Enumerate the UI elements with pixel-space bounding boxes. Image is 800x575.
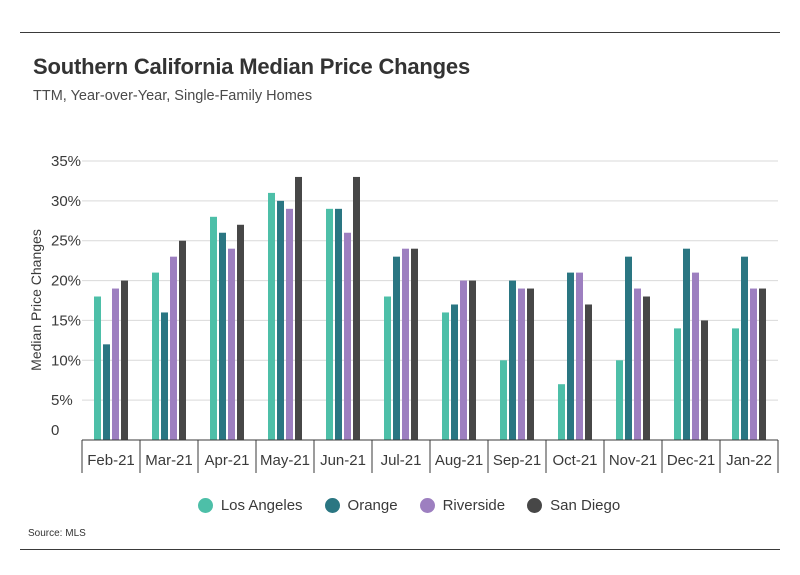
bar [518, 288, 525, 440]
legend-item: Riverside [419, 497, 506, 514]
y-tick-label: 5% [51, 392, 73, 409]
bar [295, 176, 302, 440]
x-tick-label: Jan-22 [726, 452, 772, 469]
bar [335, 208, 342, 440]
bar [460, 280, 467, 440]
bar [277, 200, 284, 440]
bar [469, 280, 476, 440]
x-tick-label: Apr-21 [204, 452, 249, 469]
legend-swatch [197, 498, 213, 513]
y-tick-label: 35% [51, 153, 81, 170]
bar [94, 296, 101, 440]
x-tick-label: Jul-21 [381, 452, 422, 469]
legend-swatch [324, 498, 340, 513]
bar [509, 280, 516, 440]
x-tick-label: Mar-21 [145, 452, 193, 469]
bar [558, 384, 565, 440]
bar [750, 288, 757, 440]
bar [384, 296, 391, 440]
source-note: Source: MLS [28, 528, 86, 539]
y-axis-label: Median Price Changes [28, 229, 44, 371]
y-tick-label: 15% [51, 312, 81, 329]
bar [286, 208, 293, 440]
bar [393, 256, 400, 440]
bar [344, 232, 351, 440]
chart-subtitle: TTM, Year-over-Year, Single-Family Homes [33, 88, 313, 104]
legend-label: Riverside [442, 497, 506, 514]
bar [219, 232, 226, 440]
legend-item: Los Angeles [197, 497, 303, 514]
legend-label: Orange [347, 497, 398, 514]
x-tick-label: Nov-21 [609, 452, 657, 469]
bar [567, 272, 574, 440]
x-tick-label: May-21 [260, 452, 310, 469]
bar [237, 224, 244, 440]
bar [527, 288, 534, 440]
bar [451, 304, 458, 440]
legend-item: San Diego [527, 497, 620, 514]
y-tick-label: 10% [51, 352, 81, 369]
bar [353, 176, 360, 440]
top-rule [20, 32, 780, 33]
bar [576, 272, 583, 440]
bar [179, 240, 186, 440]
x-tick-label: Oct-21 [552, 452, 597, 469]
bar [326, 208, 333, 440]
x-tick-label: Jun-21 [320, 452, 366, 469]
bottom-rule [20, 549, 780, 550]
bar [152, 272, 159, 440]
bar [268, 192, 275, 440]
bar [585, 304, 592, 440]
legend-label: Los Angeles [220, 497, 303, 514]
bar [210, 216, 217, 440]
bar [674, 328, 681, 440]
y-tick-label: 25% [51, 233, 81, 250]
bar [634, 288, 641, 440]
bar [732, 328, 739, 440]
x-tick-label: Feb-21 [87, 452, 135, 469]
bar [121, 280, 128, 440]
bar [741, 256, 748, 440]
bar [161, 312, 168, 440]
bar [103, 344, 110, 440]
y-tick-label: 30% [51, 193, 81, 210]
chart-title: Southern California Median Price Changes [33, 54, 470, 79]
bar [616, 360, 623, 440]
legend-label: San Diego [550, 497, 621, 514]
legend-swatch [527, 498, 543, 513]
bar [701, 320, 708, 440]
x-tick-label: Aug-21 [435, 452, 483, 469]
x-tick-label: Dec-21 [667, 452, 715, 469]
bar [170, 256, 177, 440]
y-tick-label: 20% [51, 273, 81, 290]
bar [643, 296, 650, 440]
bar [500, 360, 507, 440]
chart-legend: Los Angeles Orange Riverside San Diego [0, 497, 800, 514]
bar [442, 312, 449, 440]
legend-item: Orange [324, 497, 398, 514]
bar [759, 288, 766, 440]
bar [228, 248, 235, 440]
legend-swatch [419, 498, 435, 513]
x-tick-label: Sep-21 [493, 452, 541, 469]
y-tick-label: 0 [51, 422, 59, 439]
bar [402, 248, 409, 440]
bar [683, 248, 690, 440]
bar [112, 288, 119, 440]
bar [625, 256, 632, 440]
bar [692, 272, 699, 440]
bar [411, 248, 418, 440]
